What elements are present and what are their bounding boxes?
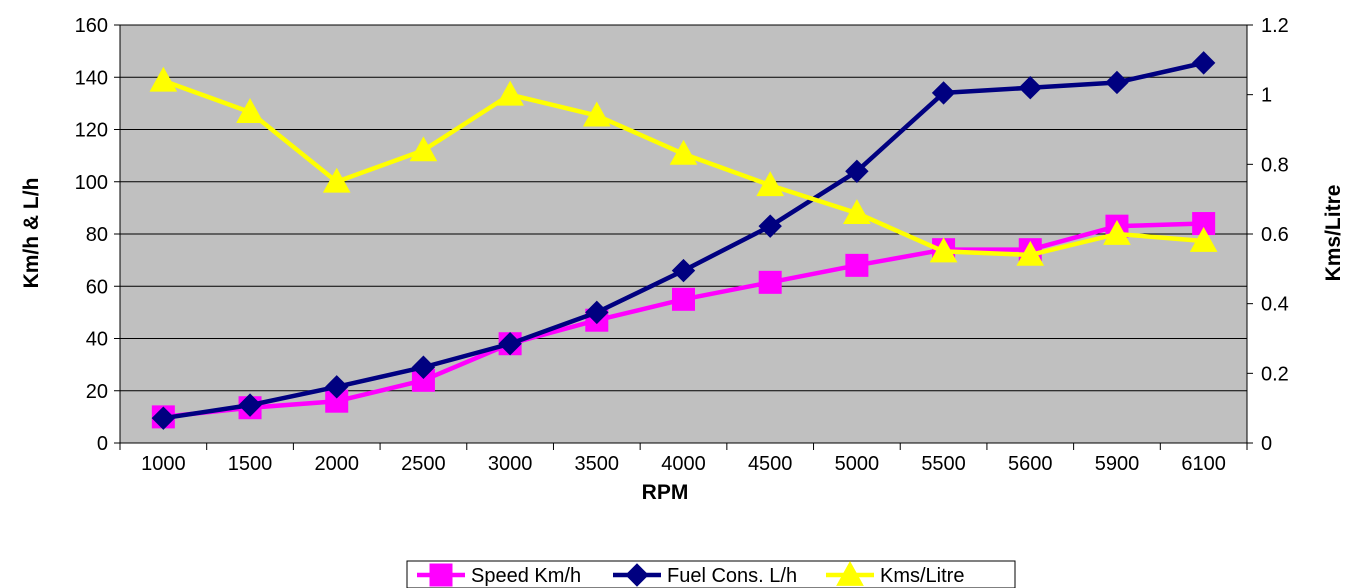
y-right-tick-label: 0.6: [1261, 224, 1289, 246]
data-point: [669, 139, 698, 165]
data-point: [758, 270, 782, 294]
x-tick-label: 1500: [228, 453, 273, 475]
y-axis-right-title: Kms/Litre: [1322, 185, 1345, 282]
data-point: [1105, 70, 1129, 95]
data-point: [585, 300, 609, 325]
series: [149, 51, 1218, 430]
data-point: [1016, 240, 1045, 266]
y-right-tick-label: 0.2: [1261, 363, 1289, 385]
legend-label: Kms/Litre: [880, 565, 964, 587]
data-point: [236, 98, 264, 123]
x-tick-label: 5600: [1008, 453, 1053, 475]
y-left-tick-label: 80: [86, 224, 108, 246]
data-point: [931, 81, 956, 105]
x-tick-label: 3000: [488, 453, 533, 475]
legend-marker: [836, 560, 864, 586]
data-point: [411, 355, 436, 379]
data-point: [671, 258, 696, 283]
series-2: [149, 66, 1218, 266]
x-tick-label: 3500: [575, 453, 620, 475]
data-point: [149, 66, 178, 92]
x-tick-label: 6100: [1181, 453, 1226, 475]
x-tick-label: 5500: [921, 453, 966, 475]
legend: Speed Km/h Fuel Cons. L/h Kms/Litre: [406, 560, 1016, 588]
y-right-tick-label: 0.8: [1261, 154, 1289, 176]
y-left-tick-label: 40: [86, 329, 108, 351]
data-point: [498, 332, 522, 356]
y-right-tick-label: 0.4: [1261, 294, 1289, 316]
data-point: [929, 237, 958, 263]
data-point: [409, 136, 438, 162]
data-point: [1103, 219, 1131, 245]
data-point: [758, 214, 782, 238]
data-point: [325, 375, 349, 399]
y-left-tick-label: 160: [75, 15, 108, 37]
x-tick-label: 5000: [835, 453, 880, 475]
legend-box: [406, 560, 1016, 588]
y-left-tick-label: 20: [86, 381, 108, 403]
data-point: [845, 253, 869, 277]
data-point: [151, 406, 176, 430]
y-left-tick-label: 0: [97, 433, 108, 455]
y-right-tick-label: 1.2: [1261, 15, 1289, 37]
x-tick-label: 4500: [748, 453, 793, 475]
legend-label: Speed Km/h: [471, 565, 581, 587]
y-right-tick-label: 0: [1261, 433, 1272, 455]
x-tick-label: 2000: [314, 453, 359, 475]
x-tick-label: 2500: [401, 453, 446, 475]
legend-marker: [429, 563, 453, 587]
series-1: [151, 51, 1216, 430]
x-axis-title: RPM: [642, 481, 689, 504]
y-right-tick-label: 1: [1261, 85, 1272, 107]
y-left-tick-label: 100: [75, 172, 108, 194]
data-point: [672, 287, 695, 311]
y-left-tick-label: 60: [86, 276, 108, 298]
y-left-tick-label: 140: [75, 67, 108, 89]
tick-labels: 0 20 40 60 80 100 120 140 160 0 0.2 0.4 0.6 0.8 1 1.2 10…: [75, 15, 1289, 475]
data-point: [496, 80, 524, 106]
data-point: [756, 171, 785, 197]
data-point: [582, 101, 611, 127]
data-point: [322, 167, 351, 193]
data-point: [1018, 75, 1042, 100]
x-tick-label: 5900: [1095, 453, 1140, 475]
data-point: [843, 199, 871, 224]
x-tick-label: 1000: [141, 453, 186, 475]
x-tick-label: 4000: [661, 453, 706, 475]
data-point: [1191, 51, 1216, 75]
legend-marker: [625, 563, 649, 587]
data-point: [1189, 226, 1218, 252]
y-left-tick-label: 120: [75, 120, 108, 142]
legend-label: Fuel Cons. L/h: [667, 565, 797, 587]
axes: [114, 24, 1253, 450]
data-point: [238, 393, 262, 417]
y-axis-left-title: Km/h & L/h: [20, 178, 43, 289]
data-point: [845, 159, 869, 184]
